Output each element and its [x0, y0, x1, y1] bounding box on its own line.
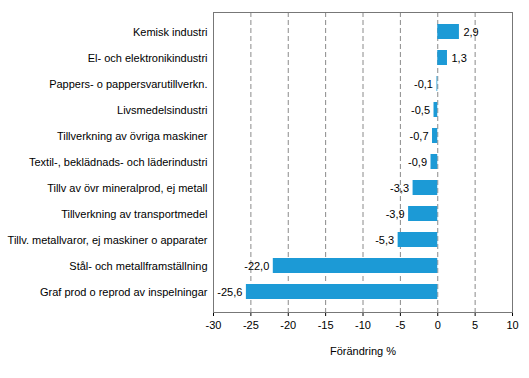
- svg-text:-30: -30: [206, 319, 222, 331]
- svg-text:0: 0: [435, 319, 441, 331]
- svg-text:Tillv. metallvaror, ej maskine: Tillv. metallvaror, ej maskiner o appara…: [8, 234, 208, 246]
- svg-text:-0,5: -0,5: [411, 104, 430, 116]
- svg-text:Stål- och metallframställning: Stål- och metallframställning: [69, 260, 207, 272]
- svg-text:-25,6: -25,6: [217, 286, 242, 298]
- svg-text:-10: -10: [355, 319, 371, 331]
- svg-text:2,9: 2,9: [463, 26, 478, 38]
- svg-text:-3,3: -3,3: [390, 182, 409, 194]
- svg-text:-22,0: -22,0: [244, 260, 269, 272]
- svg-text:-5: -5: [395, 319, 405, 331]
- svg-text:Kemisk industri: Kemisk industri: [133, 26, 208, 38]
- svg-text:-20: -20: [280, 319, 296, 331]
- svg-text:-0,1: -0,1: [414, 78, 433, 90]
- svg-text:El- och elektronikindustri: El- och elektronikindustri: [88, 52, 208, 64]
- svg-text:Livsmedelsindustri: Livsmedelsindustri: [117, 104, 207, 116]
- svg-text:Förändring %: Förändring %: [330, 345, 396, 357]
- svg-text:Tillverkning av transportmedel: Tillverkning av transportmedel: [61, 208, 207, 220]
- svg-text:-3,9: -3,9: [386, 208, 405, 220]
- svg-text:1,3: 1,3: [451, 52, 466, 64]
- svg-text:Tillverkning av övriga maskine: Tillverkning av övriga maskiner: [57, 130, 208, 142]
- svg-text:-15: -15: [318, 319, 334, 331]
- svg-text:-5,3: -5,3: [375, 234, 394, 246]
- svg-text:Pappers- o pappersvarutillverk: Pappers- o pappersvarutillverkn.: [49, 78, 207, 90]
- svg-text:-25: -25: [243, 319, 259, 331]
- svg-text:10: 10: [506, 319, 518, 331]
- svg-text:5: 5: [472, 319, 478, 331]
- svg-text:Textil-, beklädnads- och läder: Textil-, beklädnads- och läderindustri: [29, 156, 208, 168]
- svg-text:-0,7: -0,7: [410, 130, 429, 142]
- svg-text:Tillv av övr mineralprod, ej m: Tillv av övr mineralprod, ej metall: [47, 182, 207, 194]
- svg-text:Graf prod o reprod av inspelni: Graf prod o reprod av inspelningar: [40, 286, 208, 298]
- svg-text:-0,9: -0,9: [408, 156, 427, 168]
